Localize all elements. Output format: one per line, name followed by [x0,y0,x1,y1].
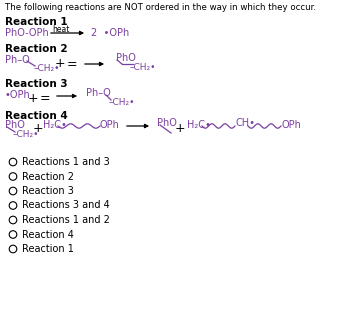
Text: Reactions 1 and 3: Reactions 1 and 3 [22,157,110,167]
Text: Reaction 2: Reaction 2 [5,44,68,54]
Text: Reaction 4: Reaction 4 [22,229,74,240]
Text: Ph–O: Ph–O [5,55,30,65]
Text: PhO: PhO [116,53,136,63]
Text: –CH₂•: –CH₂• [130,63,156,72]
Text: H₂C•: H₂C• [43,120,67,130]
Text: +: + [175,122,186,135]
Text: +: + [55,57,66,70]
Text: OPh: OPh [281,120,301,130]
Text: PhO: PhO [157,118,177,128]
Text: OPh: OPh [100,120,120,130]
Text: Reaction 2: Reaction 2 [22,172,74,182]
Text: Reaction 3: Reaction 3 [22,186,74,196]
Text: +: + [28,92,38,105]
Text: CH•: CH• [235,118,255,128]
Text: =: = [67,58,78,71]
Text: heat: heat [52,26,69,34]
Text: Reaction 1: Reaction 1 [22,244,74,254]
Text: Reactions 1 and 2: Reactions 1 and 2 [22,215,110,225]
Text: –CH₂•: –CH₂• [109,98,135,107]
Text: Reaction 3: Reaction 3 [5,79,68,89]
Text: 2  •OPh: 2 •OPh [91,28,129,38]
Text: •OPh: •OPh [5,90,31,100]
Text: The following reactions are NOT ordered in the way in which they occur.: The following reactions are NOT ordered … [5,3,316,12]
Text: =: = [40,92,51,105]
Text: PhO: PhO [5,120,25,130]
Text: –CH₂•: –CH₂• [13,130,40,139]
Text: Ph–O: Ph–O [86,88,111,98]
Text: H₂C•: H₂C• [187,120,211,130]
Text: Reaction 1: Reaction 1 [5,17,68,27]
Text: +: + [33,122,44,135]
Text: Reaction 4: Reaction 4 [5,111,68,121]
Text: –CH₂•: –CH₂• [34,64,61,73]
Text: Reactions 3 and 4: Reactions 3 and 4 [22,201,110,211]
Text: PhO-OPh: PhO-OPh [5,28,49,38]
